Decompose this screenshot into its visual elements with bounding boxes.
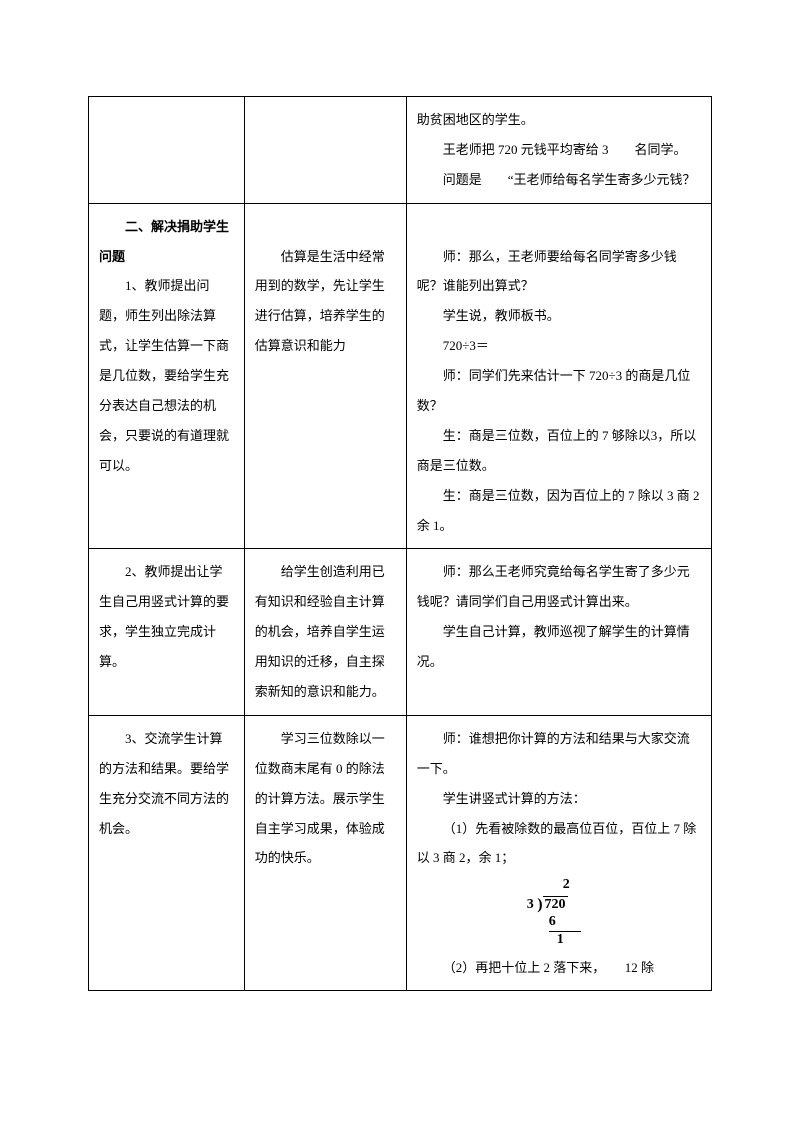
cell-dialogue: 师：那么，王老师要给每名同学寄多少钱呢？谁能列出算式？ 学生说，教师板书。 72… (406, 203, 711, 549)
table-row: 3、交流学生计算的方法和结果。要给学生充分交流不同方法的机会。 学习三位数除以一… (89, 715, 712, 991)
cell-intent: 学习三位数除以一位数商末尾有 0 的除法的计算方法。展示学生自主学习成果，体验成… (244, 715, 406, 991)
text: 2、教师提出让学生自己用竖式计算的要求，学生独立完成计算。 (99, 564, 229, 669)
long-division-work: 2 3 )720 6 1 (527, 877, 701, 948)
cell-dialogue: 助贫困地区的学生。 王老师把 720 元钱平均寄给 3 名同学。 问题是 “王老… (406, 97, 711, 204)
text: （2）再把十位上 2 落下来， 12 除 (443, 960, 654, 975)
cell-intent: 估算是生活中经常用到的数学，先让学生进行估算，培养学生的估算意识和能力 (244, 203, 406, 549)
subtract-value: 6 (549, 914, 556, 929)
text: 问题是 “王老师给每名学生寄多少元钱？ (443, 172, 696, 187)
text: 给学生创造利用已有知识和经验自主计算的机会，培养自学生运用知识的迁移，自主探索新… (255, 564, 385, 699)
cell-intent (244, 97, 406, 204)
cell-activity: 3、交流学生计算的方法和结果。要给学生充分交流不同方法的机会。 (89, 715, 245, 991)
text: 学生讲竖式计算的方法： (443, 791, 586, 806)
table-row: 助贫困地区的学生。 王老师把 720 元钱平均寄给 3 名同学。 问题是 “王老… (89, 97, 712, 204)
table-row: 2、教师提出让学生自己用竖式计算的要求，学生独立完成计算。 给学生创造利用已有知… (89, 549, 712, 715)
text: 师：谁想把你计算的方法和结果与大家交流一下。 (417, 731, 690, 776)
text: 助贫困地区的学生。 (417, 112, 534, 127)
table-row: 二、解决捐助学生问题 1、教师提出问题，师生列出除法算式，让学生估算一下商是几位… (89, 203, 712, 549)
quotient-digit: 2 (563, 877, 570, 892)
dividend: 720 (543, 896, 568, 912)
cell-activity (89, 97, 245, 204)
cell-dialogue: 师：那么王老师究竟给每名学生寄了多少元钱呢？请同学们自己用竖式计算出来。 学生自… (406, 549, 711, 715)
text: 学习三位数除以一位数商末尾有 0 的除法的计算方法。展示学生自主学习成果，体验成… (255, 731, 385, 866)
text: 学生说，教师板书。 (443, 308, 560, 323)
cell-activity: 二、解决捐助学生问题 1、教师提出问题，师生列出除法算式，让学生估算一下商是几位… (89, 203, 245, 549)
text: 王老师把 720 元钱平均寄给 3 名同学。 (443, 142, 687, 157)
text: 学生自己计算，教师巡视了解学生的计算情况。 (417, 624, 690, 669)
text: 720÷3＝ (443, 338, 489, 353)
text: 1、教师提出问题，师生列出除法算式，让学生估算一下商是几位数，要给学生充分表达自… (99, 278, 229, 472)
text: 师：那么王老师究竟给每名学生寄了多少元钱呢？请同学们自己用竖式计算出来。 (417, 564, 690, 609)
cell-intent: 给学生创造利用已有知识和经验自主计算的机会，培养自学生运用知识的迁移，自主探索新… (244, 549, 406, 715)
text: 师：同学们先来估计一下 720÷3 的商是几位数？ (417, 368, 691, 413)
text: 估算是生活中经常用到的数学，先让学生进行估算，培养学生的估算意识和能力 (255, 249, 385, 354)
lesson-plan-table: 助贫困地区的学生。 王老师把 720 元钱平均寄给 3 名同学。 问题是 “王老… (88, 96, 712, 991)
divisor: 3 (527, 897, 534, 914)
text: 师：那么，王老师要给每名同学寄多少钱呢？谁能列出算式？ (417, 249, 677, 294)
cell-dialogue: 师：谁想把你计算的方法和结果与大家交流一下。 学生讲竖式计算的方法： （1）先看… (406, 715, 711, 991)
text: 生：商是三位数，因为百位上的 7 除以 3 商 2 余 1。 (417, 488, 700, 533)
cell-activity: 2、教师提出让学生自己用竖式计算的要求，学生独立完成计算。 (89, 549, 245, 715)
section-heading: 二、解决捐助学生问题 (99, 219, 229, 264)
text: （1）先看被除数的最高位百位，百位上 7 除以 3 商 2，余 1； (417, 821, 697, 866)
text: 3、交流学生计算的方法和结果。要给学生充分交流不同方法的机会。 (99, 731, 229, 836)
text: 生：商是三位数，百位上的 7 够除以3，所以商是三位数。 (417, 428, 697, 473)
remainder-value: 1 (557, 932, 564, 947)
